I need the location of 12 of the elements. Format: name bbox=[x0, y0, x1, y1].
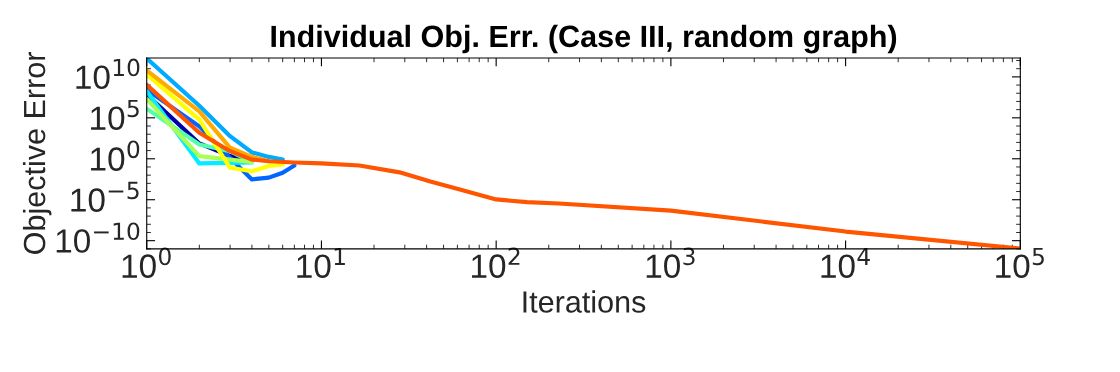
x-tick-label: 10$^{5}$ bbox=[996, 247, 1044, 278]
x-axis-title: Iterations bbox=[523, 290, 646, 313]
y-tick-label: 10$^{5}$ bbox=[91, 99, 139, 131]
x-tick-label: 10$^{1}$ bbox=[297, 247, 345, 278]
x-tick-label: 10$^{2}$ bbox=[472, 247, 520, 278]
x-tick-label: 10$^{3}$ bbox=[646, 247, 695, 278]
y-tick-label: 10$^{0}$ bbox=[91, 140, 140, 171]
y-tick-label: 10$^{10}$ bbox=[76, 58, 140, 90]
y-tick-label: 10$^{−5}$ bbox=[71, 181, 139, 212]
y-axis-title: Objective Error bbox=[22, 52, 52, 254]
x-tick-label: 10$^{4}$ bbox=[821, 247, 870, 278]
chart-title: Individual Obj. Err. (Case III, random graph) bbox=[271, 24, 897, 54]
